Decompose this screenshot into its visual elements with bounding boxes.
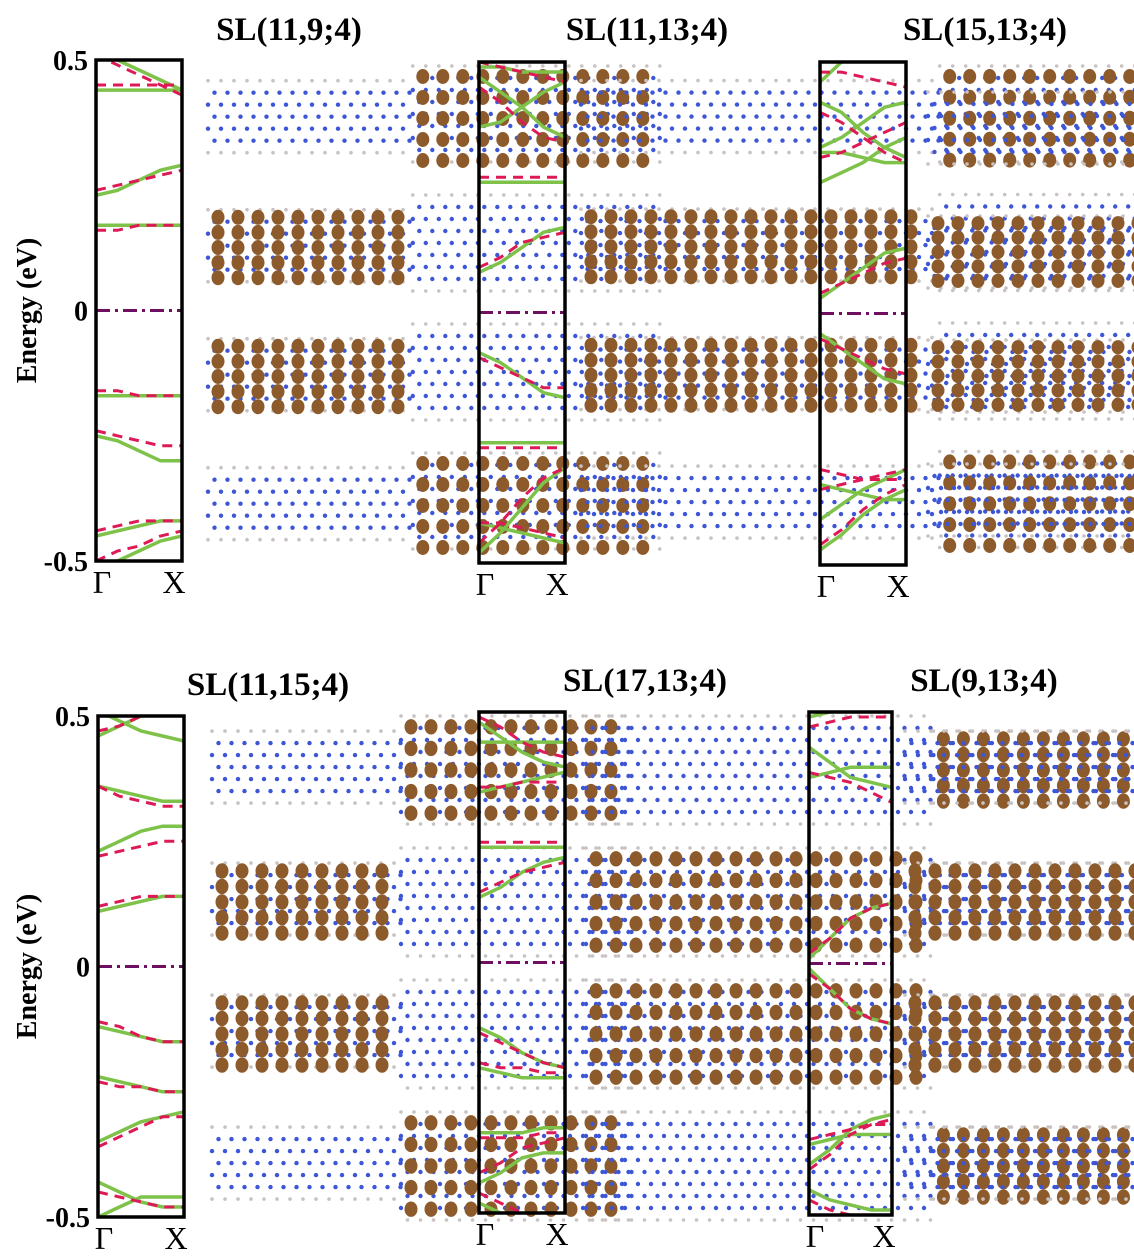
- wavefunction-plot: [210, 978, 631, 1090]
- panel-title: SL(11,9;4): [216, 12, 362, 48]
- band-line-solid: [479, 1028, 565, 1068]
- x-tick-x: X: [545, 566, 568, 602]
- x-tick-gamma: Γ: [93, 564, 112, 600]
- y-tick-label: 0: [76, 953, 90, 984]
- y-tick-label: 0: [74, 297, 88, 328]
- wavefunction-plot: [210, 714, 631, 826]
- band-line-solid: [98, 786, 184, 801]
- band-line-dashed: [98, 1192, 184, 1207]
- x-tick-gamma: Γ: [476, 566, 495, 602]
- x-tick-x: X: [886, 568, 909, 604]
- x-tick-gamma: Γ: [817, 568, 836, 604]
- y-tick-label: -0.5: [44, 547, 88, 578]
- panel-title: SL(11,13;4): [566, 12, 728, 48]
- y-axis-label: Energy (eV): [12, 894, 43, 1039]
- band-line-solid: [98, 1182, 184, 1207]
- y-tick-label: -0.5: [46, 1203, 90, 1234]
- band-line-solid: [96, 521, 182, 536]
- x-tick-x: X: [164, 1220, 187, 1256]
- x-tick-x: X: [162, 564, 185, 600]
- band-line-dashed: [96, 531, 182, 561]
- y-tick-label: 0.5: [55, 702, 90, 733]
- y-tick-label: 0.5: [53, 46, 88, 77]
- x-tick-gamma: Γ: [95, 1220, 114, 1256]
- band-line-dashed: [809, 717, 892, 727]
- y-axis-label: Energy (eV): [12, 238, 43, 383]
- band-line-solid: [96, 165, 182, 195]
- band-line-dashed: [809, 1119, 892, 1169]
- wavefunction-plot: [210, 846, 631, 958]
- wavefunction-plot: [584, 714, 1134, 826]
- bands: [98, 711, 184, 1217]
- band-line-dashed: [479, 232, 565, 267]
- band-line-dashed: [479, 862, 565, 892]
- band-line-solid: [98, 1027, 184, 1042]
- wavefunction-plot: [903, 846, 1134, 958]
- wavefunction-plot: [579, 321, 1134, 421]
- band-line-solid: [479, 227, 565, 272]
- band-line-dashed: [98, 711, 184, 731]
- x-tick-gamma: Γ: [476, 1216, 495, 1252]
- panel-title: SL(17,13;4): [563, 663, 727, 699]
- band-line-solid: [820, 138, 906, 183]
- panel-title: SL(9,13;4): [910, 663, 1058, 699]
- x-tick-x: X: [545, 1216, 568, 1252]
- band-line-solid: [98, 1077, 184, 1092]
- band-line-solid: [479, 857, 565, 897]
- x-tick-gamma: Γ: [806, 1218, 825, 1254]
- band-line-dashed: [98, 1022, 184, 1042]
- band-line-solid: [98, 896, 184, 911]
- band-line-dashed: [820, 112, 906, 162]
- panel-title: SL(15,13;4): [903, 12, 1067, 48]
- panel-title: SL(11,15;4): [187, 667, 349, 703]
- wavefunction-plot: [210, 1110, 631, 1222]
- panels-layer: SL(11,9;4) 0.5 0 -0.5 Energy (eV) Γ X SL(11,13;…: [12, 12, 1134, 1256]
- wavefunction-plot: [926, 324, 1134, 424]
- wavefunction-plot: [926, 200, 1134, 300]
- x-tick-x: X: [872, 1218, 895, 1254]
- wavefunction-plot: [903, 978, 1134, 1090]
- band-line-solid: [98, 1112, 184, 1142]
